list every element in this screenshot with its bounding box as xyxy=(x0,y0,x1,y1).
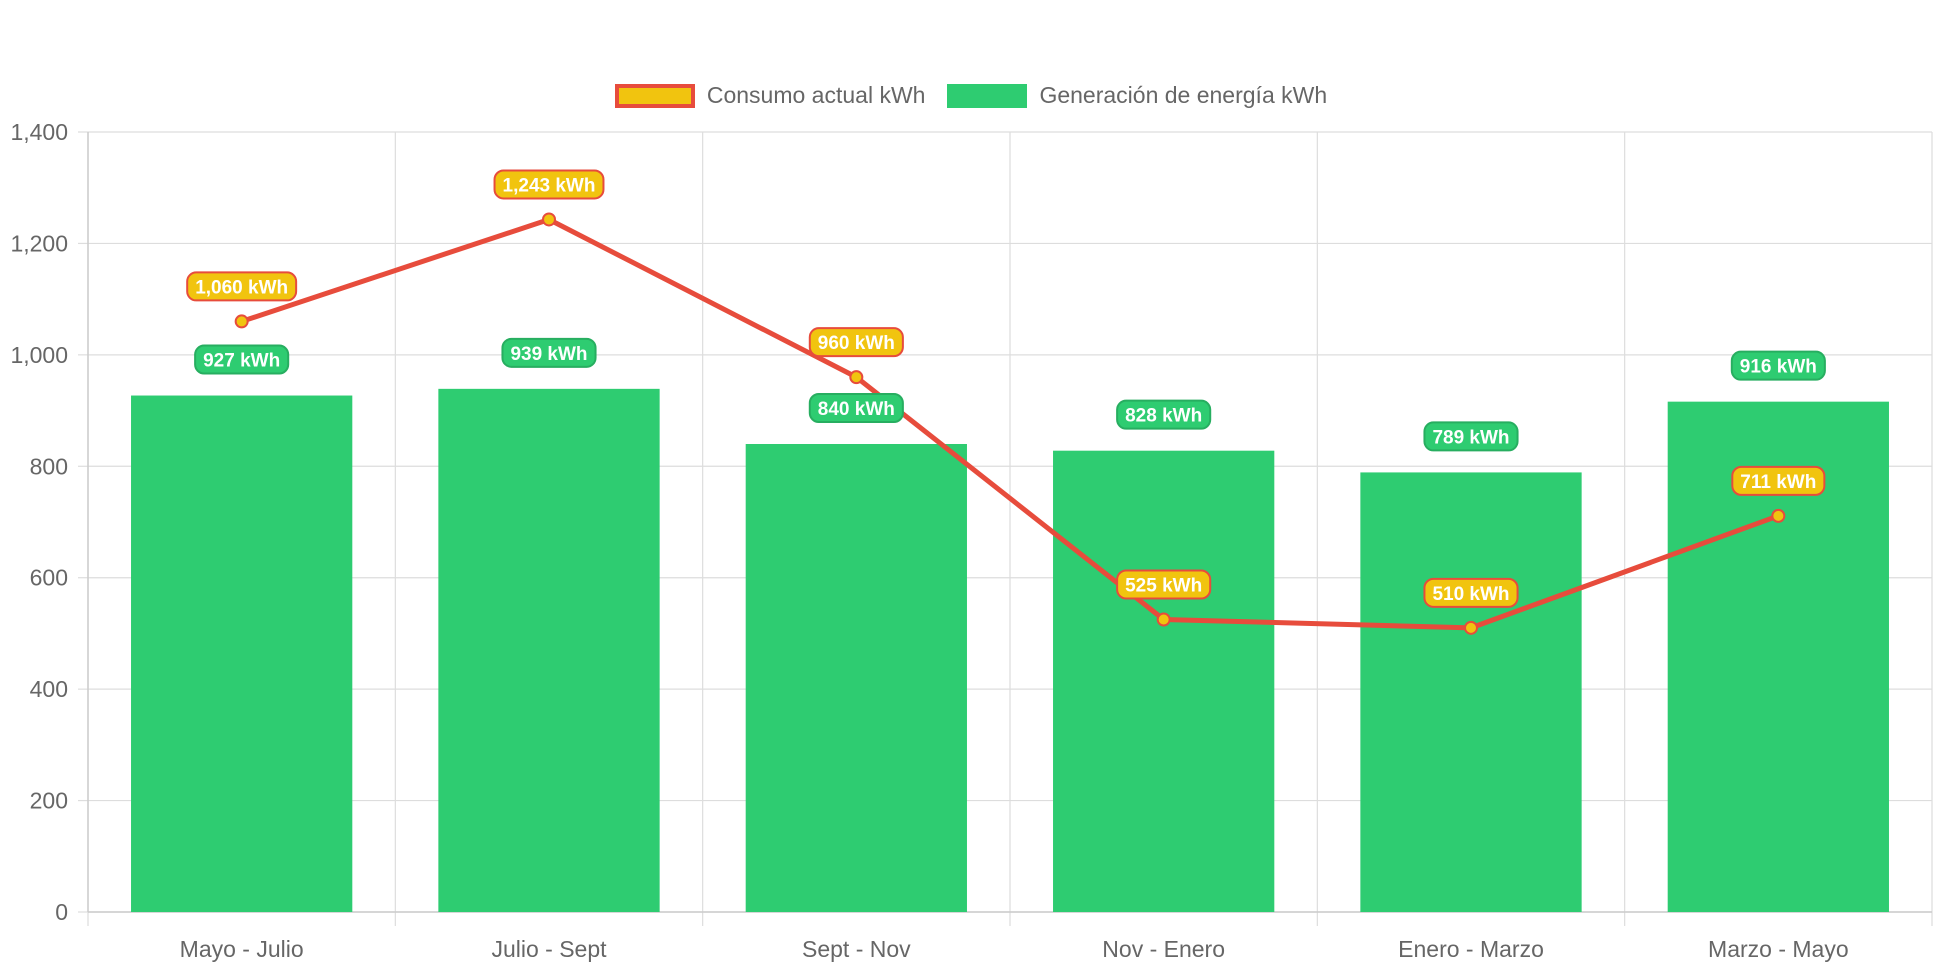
bar-data-label: 840 kWh xyxy=(808,393,904,423)
legend-swatch-consumo xyxy=(614,83,695,108)
y-tick-label: 1,400 xyxy=(10,119,68,145)
x-tick-label: Nov - Enero xyxy=(1102,936,1225,962)
bar xyxy=(438,388,660,912)
line-point xyxy=(542,212,556,227)
line-data-label: 711 kWh xyxy=(1731,465,1826,496)
bar xyxy=(745,444,967,912)
x-tick-label: Sept - Nov xyxy=(802,936,911,962)
bar-data-label-box xyxy=(1423,421,1519,452)
line-data-label: 525 kWh xyxy=(1116,569,1212,600)
line-data-label-box xyxy=(493,169,605,200)
line-data-label-box xyxy=(1423,577,1519,608)
line-data-label-box xyxy=(1116,569,1212,600)
y-tick-label: 400 xyxy=(30,676,68,702)
line-point xyxy=(1156,612,1171,627)
chart-legend: Consumo actual kWh Generación de energía… xyxy=(0,82,1942,109)
line-data-label: 960 kWh xyxy=(808,327,904,358)
line-data-label: 1,060 kWh xyxy=(186,271,298,302)
line-data-label-box xyxy=(808,327,904,358)
bar-data-label-box xyxy=(501,337,597,368)
bar xyxy=(1053,450,1275,912)
line-point xyxy=(1771,508,1786,523)
legend-item-consumo[interactable]: Consumo actual kWh xyxy=(614,82,926,109)
y-tick-label: 0 xyxy=(55,899,68,925)
y-tick-label: 800 xyxy=(30,453,68,479)
x-tick-label: Enero - Marzo xyxy=(1398,936,1544,962)
bar-data-label-box xyxy=(1730,350,1826,381)
series-line xyxy=(240,216,1780,631)
bar-data-label-box xyxy=(194,344,290,375)
line-data-label-text: 510 kWh xyxy=(1432,584,1509,605)
bar xyxy=(131,395,353,912)
bar-data-label-text: 916 kWh xyxy=(1740,357,1817,378)
bar-data-label-text: 927 kWh xyxy=(203,351,280,372)
bar-data-label-text: 840 kWh xyxy=(818,399,895,420)
legend-label-generacion: Generación de energía kWh xyxy=(1039,82,1328,108)
x-tick-label: Julio - Sept xyxy=(491,936,607,962)
x-tick-label: Mayo - Julio xyxy=(180,936,304,962)
line-data-label: 510 kWh xyxy=(1423,577,1519,608)
bar-data-label: 789 kWh xyxy=(1423,421,1519,452)
legend-item-generacion[interactable]: Generación de energía kWh xyxy=(947,82,1327,109)
line-point xyxy=(1464,620,1478,635)
y-tick-label: 1,000 xyxy=(10,342,68,368)
line-point xyxy=(234,314,249,329)
line-data-label-box xyxy=(1731,465,1826,496)
line-point xyxy=(849,370,864,385)
bar-data-label-text: 939 kWh xyxy=(510,344,587,365)
bar-data-label-box xyxy=(808,393,904,423)
y-tick-label: 200 xyxy=(30,788,68,814)
bar-data-label-text: 789 kWh xyxy=(1432,427,1509,448)
legend-swatch-generacion xyxy=(947,83,1028,108)
line-data-label-text: 525 kWh xyxy=(1125,576,1202,597)
bar-data-label: 916 kWh xyxy=(1730,350,1826,381)
bar-data-label: 828 kWh xyxy=(1116,399,1212,430)
line-data-label-text: 1,060 kWh xyxy=(195,277,288,298)
y-tick-label: 600 xyxy=(30,565,68,591)
line-data-label-text: 1,243 kWh xyxy=(503,175,596,196)
y-tick-label: 1,200 xyxy=(10,230,68,256)
legend-label-consumo: Consumo actual kWh xyxy=(706,82,926,108)
bar-data-label: 927 kWh xyxy=(194,344,290,375)
line-data-label-text: 960 kWh xyxy=(818,333,895,354)
bar-data-label-box xyxy=(1116,399,1212,430)
bar xyxy=(1360,472,1582,912)
line-data-label-text: 711 kWh xyxy=(1740,472,1816,493)
line-data-label: 1,243 kWh xyxy=(493,169,605,200)
x-tick-label: Marzo - Mayo xyxy=(1708,936,1849,962)
bar-data-label: 939 kWh xyxy=(501,337,597,368)
bar-data-label-text: 828 kWh xyxy=(1125,406,1202,427)
line-data-label-box xyxy=(186,271,298,302)
